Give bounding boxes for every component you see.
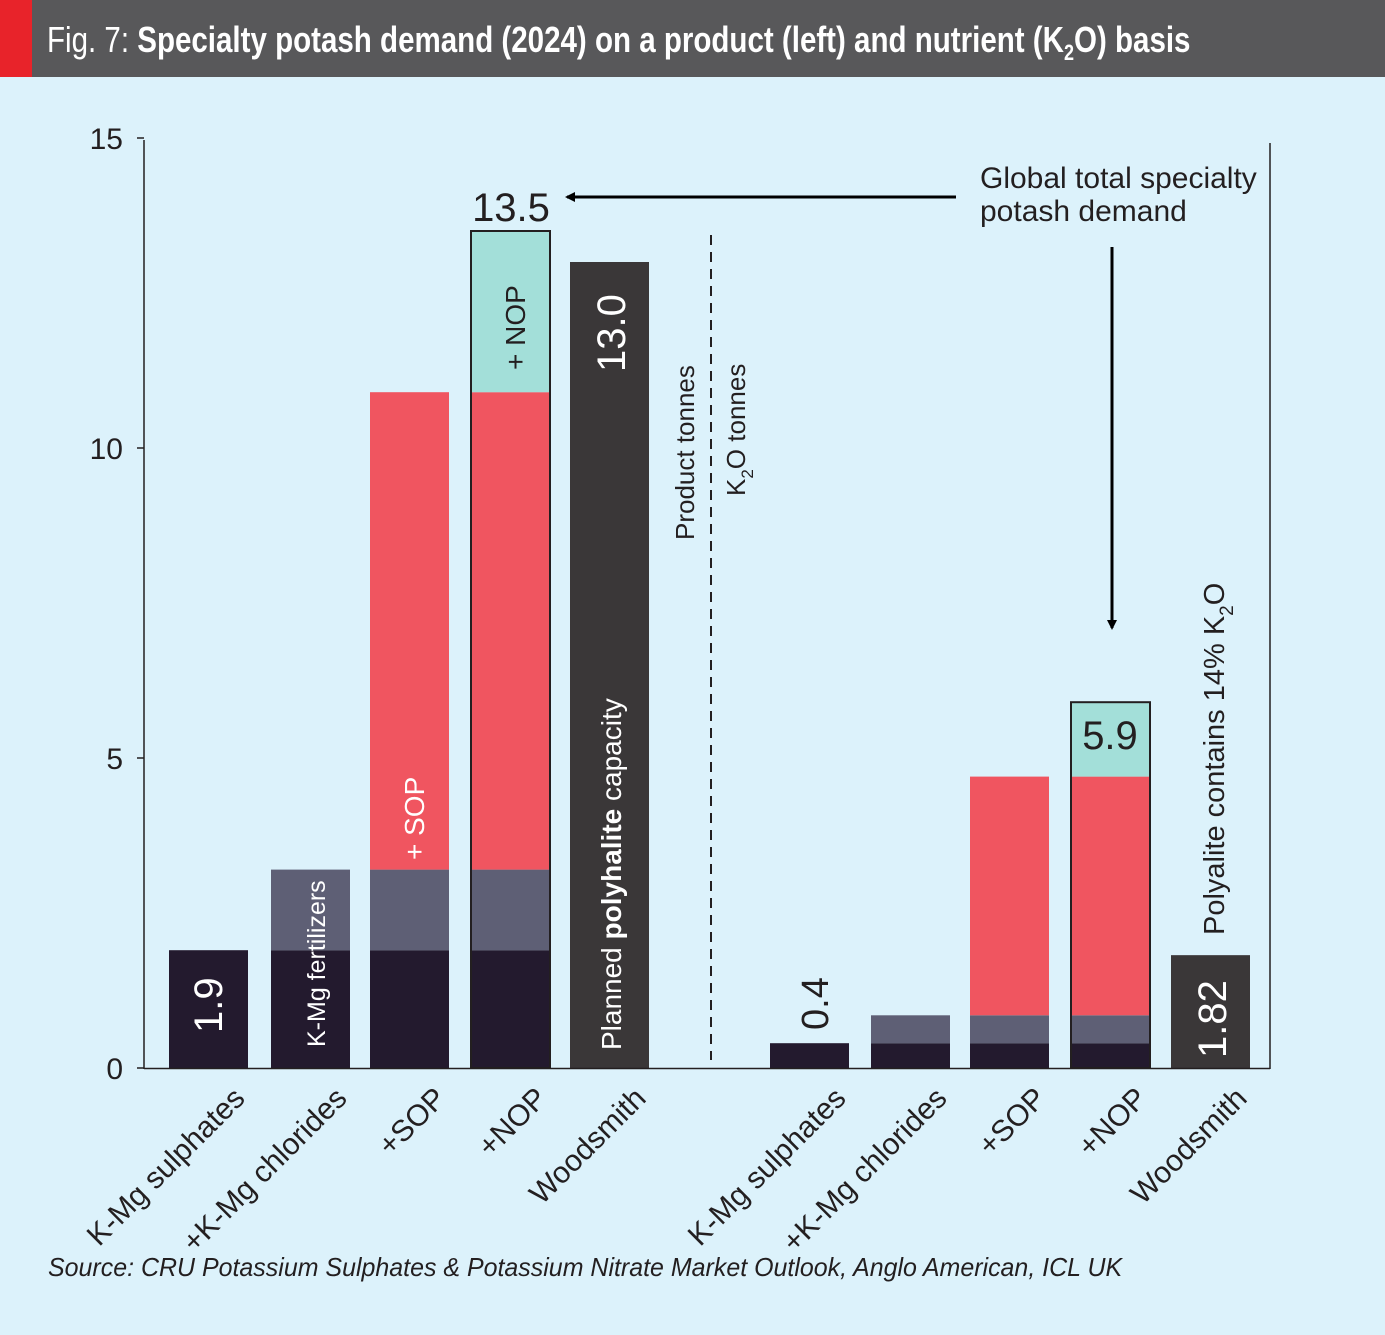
y-tick-label: 10 [90,433,123,466]
bar-segment [1071,776,1150,1016]
bar-segment [570,262,649,1068]
figure-number: Fig. 7: [47,19,130,60]
source-note: Source: CRU Potassium Sulphates & Potass… [48,1252,1123,1282]
x-tick-label: +NOP [1072,1082,1154,1164]
bar-segment [471,231,550,393]
bar-segment [1071,1043,1150,1068]
data-label-woodsmith: 13.0 [590,294,634,372]
x-tick-label: +SOP [972,1082,1053,1163]
title-main: Specialty potash demand (2024) on a prod… [137,19,1064,60]
data-label-total-product: 13.5 [472,186,550,230]
kmg-fertilizers-label: K-Mg fertilizers [303,880,331,1047]
bar-segment [770,1043,849,1068]
bar-segment [871,1015,950,1044]
title-bar: Fig. 7: Specialty potash demand (2024) o… [0,0,1385,77]
bar-segment [471,869,550,951]
figure-title: Fig. 7: Specialty potash demand (2024) o… [47,0,1190,77]
bar-segment [370,869,449,951]
nop-label: + NOP [500,285,531,370]
y-tick-label: 15 [90,123,123,156]
bar-segment [471,392,550,870]
bar-segment [1071,702,1150,777]
data-label-kmg-sulphates-k2o: 0.4 [795,977,837,1030]
bar-segment [970,1043,1049,1068]
accent-tab [0,0,32,77]
bar-segment [970,776,1049,1016]
bar-segment [271,869,350,951]
bar-segment [1071,1015,1150,1044]
y-tick-label: 0 [106,1053,123,1086]
x-tick-label: +NOP [472,1082,554,1164]
bar-segment [1171,955,1250,1068]
data-label-kmg-sulphates: 1.9 [187,977,231,1033]
x-tick-label: +K-Mg chlorides [776,1082,953,1247]
bar-segment [370,392,449,870]
polyalite-note: Polyalite contains 14% K2O [1199,583,1238,935]
bar-segment [970,1015,1049,1044]
sop-label: + SOP [399,777,430,860]
polyhalite-capacity-label: Planned polyhalite capacity [596,698,627,1050]
y-tick-label: 5 [106,743,123,776]
title-end: O) basis [1073,19,1191,60]
data-label-total-k2o: 5.9 [1082,714,1138,758]
bars-layer [169,230,1250,1069]
global-total-label-line1: Global total specialty [980,162,1257,195]
data-label-woodsmith-k2o: 1.82 [1191,980,1235,1058]
bar-segment [169,950,248,1068]
bar-segment [370,950,449,1068]
title-subscript: 2 [1063,40,1074,66]
product-tonnes-label: Product tonnes [670,365,700,540]
bar-segment [471,950,550,1068]
bar-segment [871,1043,950,1068]
axes-layer: 0 5 10 15 [90,123,1271,1086]
x-tick-label: +SOP [372,1082,453,1163]
k2o-tonnes-label: K2O tonnes [721,364,757,496]
global-total-label-line2: potash demand [980,195,1187,228]
bar-segment [271,950,350,1068]
